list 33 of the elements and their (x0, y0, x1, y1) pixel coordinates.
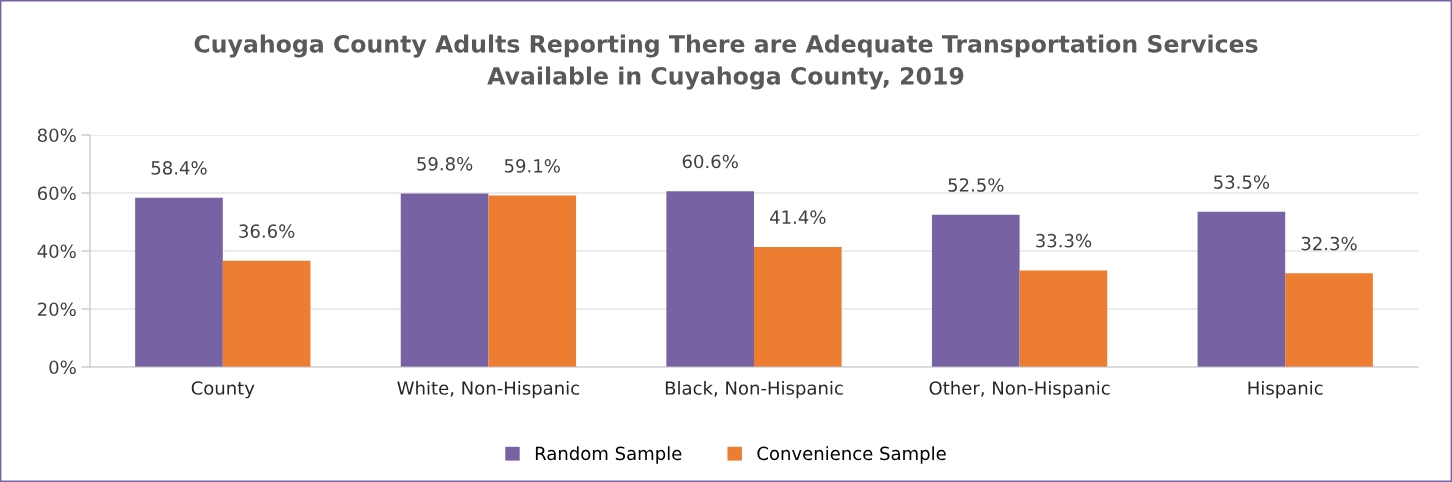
bar (222, 260, 311, 367)
x-tick-label: Black, Non-Hispanic (665, 380, 843, 399)
y-tick-label: 20% (38, 302, 76, 317)
data-label: 36.6% (239, 224, 295, 238)
bar (488, 195, 577, 367)
bar (1019, 270, 1108, 367)
bar (1285, 273, 1373, 367)
data-label: 52.5% (948, 178, 1004, 192)
x-tick-label: Hispanic (1248, 380, 1323, 399)
x-tick-label: White, Non-Hispanic (397, 380, 579, 399)
bar (931, 214, 1020, 367)
y-tick-label: 60% (37, 186, 76, 201)
data-label: 60.6% (682, 154, 738, 169)
bar (135, 197, 223, 367)
data-label: 41.4% (770, 210, 826, 224)
data-label: 58.4% (151, 161, 207, 175)
legend-label: Convenience Sample (757, 446, 946, 464)
bar (754, 246, 842, 367)
x-tick-label: County (191, 381, 255, 399)
chart-title: Cuyahoga County Adults Reporting There are Adequate Transportation Services Available in Cuyahoga County, 2019 (194, 34, 1258, 90)
data-label: 59.8% (417, 156, 473, 171)
bar (666, 191, 754, 367)
data-label: 53.5% (1214, 175, 1270, 189)
legend-label: Random Sample (535, 446, 682, 464)
data-label: 32.3% (1301, 236, 1357, 251)
x-tick-label: Other, Non-Hispanic (929, 380, 1110, 399)
data-label: 33.3% (1036, 233, 1092, 248)
y-tick-label: 0% (49, 360, 76, 375)
y-tick-label: 40% (37, 244, 76, 259)
data-label: 59.1% (504, 159, 560, 173)
bar (1197, 211, 1286, 367)
bar (400, 193, 489, 367)
y-tick-label: 80% (37, 128, 76, 143)
